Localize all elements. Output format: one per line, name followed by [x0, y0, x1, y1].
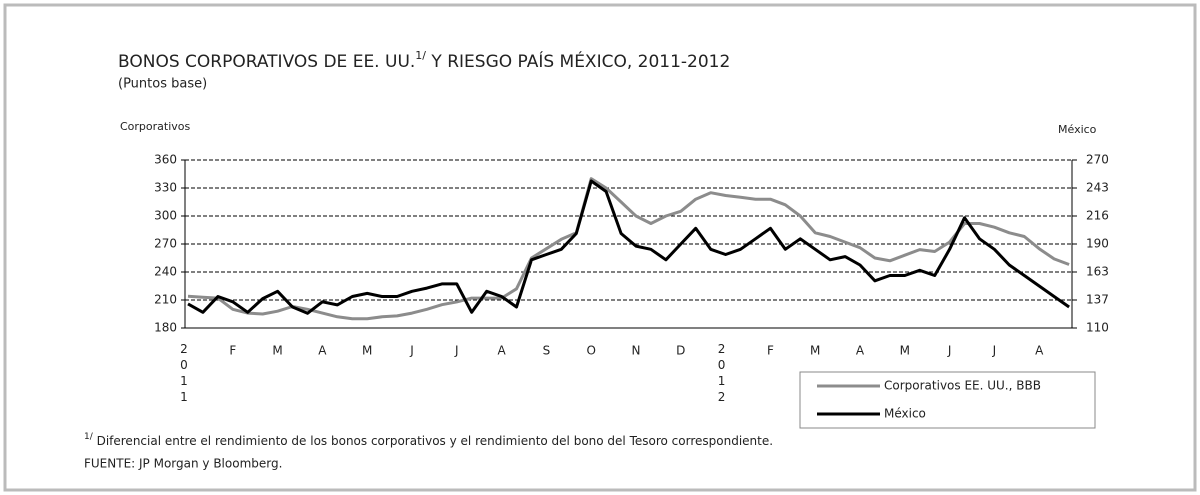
x-tick-label: M: [362, 344, 372, 358]
y2-tick-label: 243: [1086, 181, 1109, 195]
y2-tick-label: 216: [1086, 208, 1109, 222]
y2-tick-label: 270: [1086, 153, 1109, 167]
x-tick-label: J: [454, 344, 459, 358]
x-tick-label: M: [272, 344, 282, 358]
legend-box: [799, 371, 1096, 429]
series-line: [187, 179, 1070, 315]
x-tick-label: D: [676, 344, 685, 358]
y2-axis-label: México: [1058, 123, 1097, 136]
y-tick-label: 330: [154, 181, 177, 195]
x-tick-label: A: [1035, 344, 1044, 358]
x-tick-label: J: [992, 344, 997, 358]
y-tick-label: 270: [154, 237, 177, 251]
legend-label: Corporativos EE. UU., BBB: [884, 379, 1041, 393]
x-tick-label: S: [543, 344, 551, 358]
x-tick-label: A: [318, 344, 327, 358]
y2-tick-label: 137: [1086, 292, 1109, 306]
x-tick-label: M: [900, 344, 910, 358]
y2-tick-label: 190: [1086, 237, 1109, 251]
x-tick-label: J: [947, 344, 952, 358]
frame: [3, 3, 1197, 492]
y2-tick-label: 163: [1086, 265, 1109, 279]
x-tick-label: F: [767, 344, 774, 358]
x-tick-label: O: [586, 344, 595, 358]
x-tick-label: A: [856, 344, 865, 358]
note-text: Diferencial entre el rendimiento de los …: [93, 434, 773, 448]
x-tick-label: 2012: [715, 342, 729, 406]
note-marker: 1/: [84, 432, 94, 442]
chart-title: BONOS CORPORATIVOS DE EE. UU.1/ Y RIESGO…: [118, 49, 730, 72]
x-tick-label: N: [632, 344, 641, 358]
y-tick-label: 210: [154, 293, 177, 307]
y-tick-label: 300: [154, 209, 177, 223]
source: FUENTE: JP Morgan y Bloomberg.: [84, 457, 282, 471]
series-line: [187, 177, 1070, 321]
y-axis-label: Corporativos: [120, 120, 191, 133]
title-rest: Y RIESGO PAÍS MÉXICO, 2011-2012: [426, 50, 730, 72]
title-note: 1/: [415, 49, 426, 62]
y-tick-label: 180: [154, 321, 177, 335]
x-tick-label: J: [409, 344, 414, 358]
title-main: BONOS CORPORATIVOS DE EE. UU.: [118, 52, 415, 72]
legend-label: México: [884, 407, 926, 421]
x-tick-label: A: [497, 344, 506, 358]
x-tick-label: 2011: [177, 342, 191, 406]
footnote: 1/ Diferencial entre el rendimiento de l…: [84, 432, 773, 448]
y-tick-label: 240: [154, 265, 177, 279]
y-tick-label: 360: [154, 153, 177, 167]
x-tick-label: F: [229, 344, 236, 358]
y2-tick-label: 110: [1086, 321, 1109, 335]
subtitle: (Puntos base): [118, 77, 207, 92]
x-tick-label: M: [810, 344, 820, 358]
